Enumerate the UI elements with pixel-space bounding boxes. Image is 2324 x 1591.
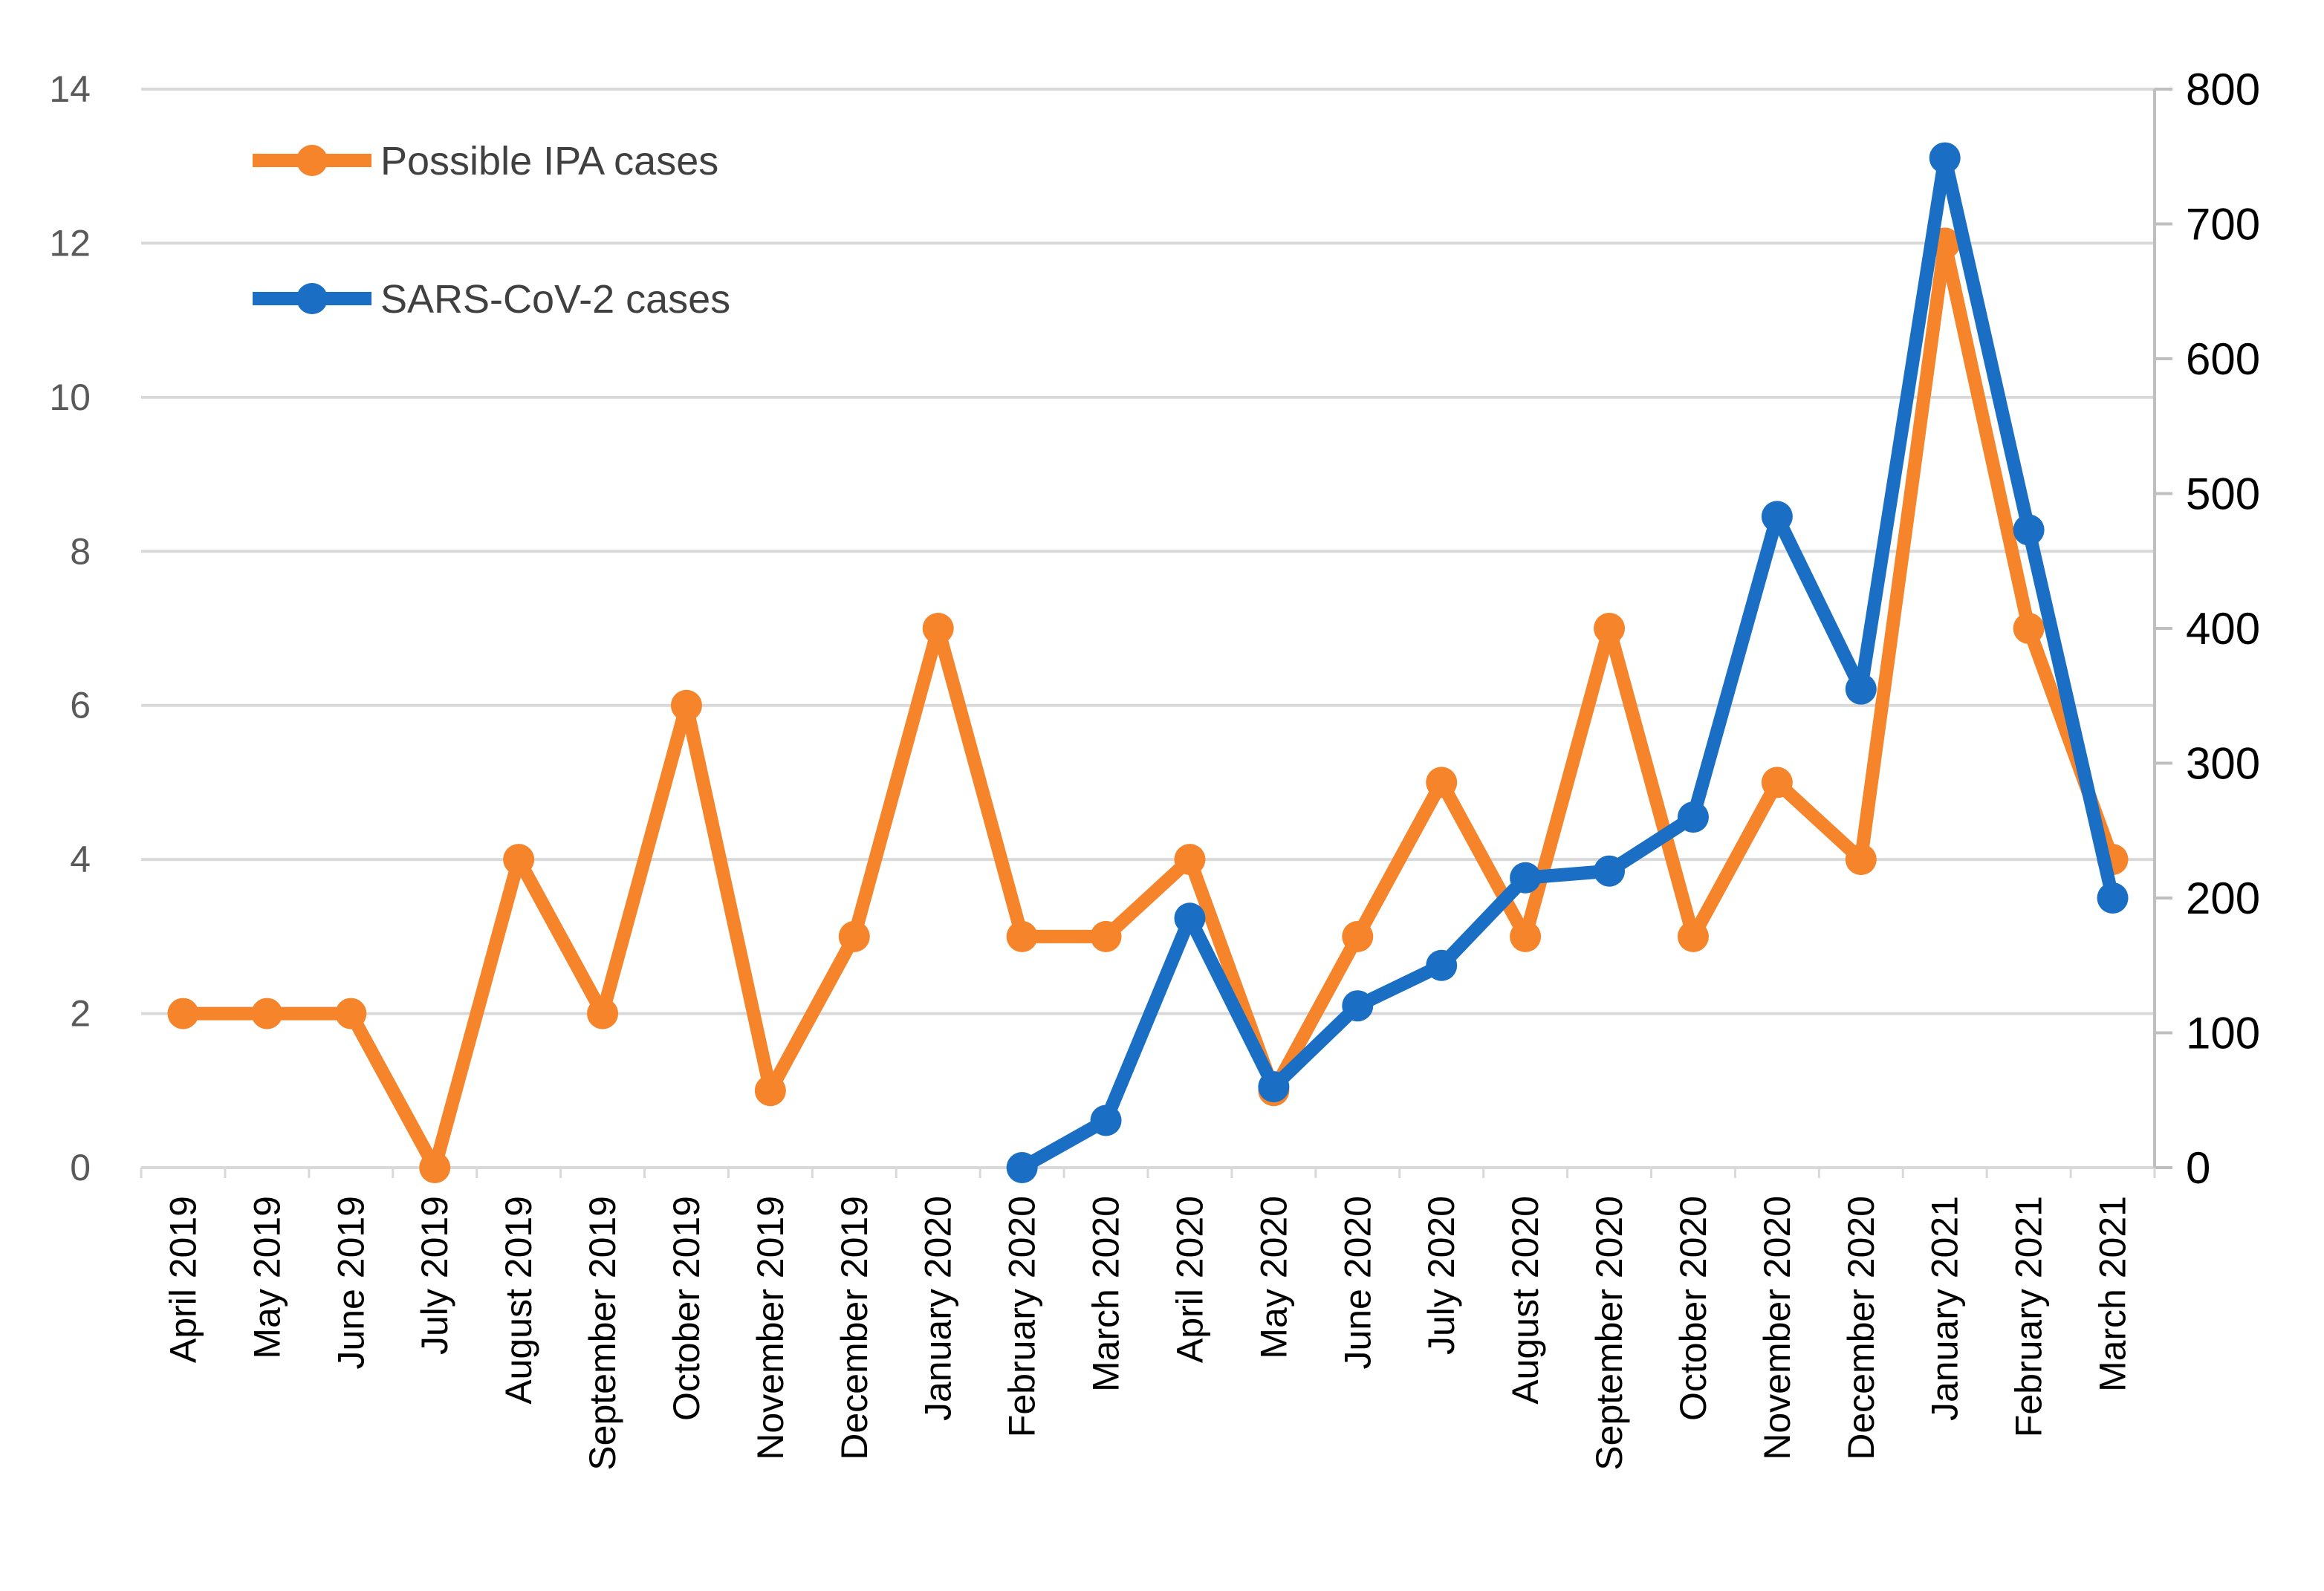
data-point	[1426, 949, 1458, 981]
data-point	[838, 920, 870, 952]
data-point	[2013, 514, 2045, 546]
x-tick-label: July 2020	[1421, 1196, 1462, 1355]
right-tick-label: 300	[2186, 739, 2260, 789]
data-point	[1761, 767, 1793, 798]
left-tick-label: 12	[49, 222, 91, 264]
left-tick-label: 14	[49, 68, 91, 110]
data-point	[754, 1075, 786, 1107]
right-tick-label: 0	[2186, 1143, 2210, 1193]
series-line	[1015, 151, 2120, 1174]
x-tick-label: December 2019	[834, 1196, 875, 1460]
data-point	[1342, 990, 1374, 1022]
x-tick-label: July 2019	[414, 1196, 455, 1355]
x-tick-label: August 2019	[498, 1196, 539, 1405]
right-tick-label: 800	[2186, 65, 2260, 114]
x-tick-label: March 2020	[1085, 1196, 1127, 1392]
data-point	[1090, 920, 1122, 952]
x-tick-label: September 2019	[582, 1196, 623, 1471]
left-tick-label: 6	[70, 685, 91, 726]
x-tick-label: December 2020	[1840, 1196, 1882, 1460]
x-tick-label: October 2019	[666, 1196, 707, 1421]
data-point	[1929, 142, 1961, 174]
right-tick-label: 500	[2186, 469, 2260, 519]
data-point	[1594, 613, 1626, 644]
data-point	[1090, 1104, 1122, 1136]
x-tick-label: January 2021	[1924, 1196, 1966, 1421]
x-tick-label: March 2021	[2092, 1196, 2134, 1392]
data-point	[1594, 855, 1626, 887]
data-point	[1006, 1152, 1038, 1183]
x-tick-label: June 2020	[1337, 1196, 1378, 1370]
data-point	[335, 998, 367, 1029]
x-tick-label: April 2020	[1169, 1196, 1210, 1363]
data-point	[670, 689, 702, 721]
data-point	[1677, 920, 1709, 952]
data-point	[251, 998, 283, 1029]
data-point	[503, 844, 535, 876]
data-point	[1342, 920, 1374, 952]
data-point	[1426, 767, 1458, 798]
left-tick-label: 8	[70, 530, 91, 572]
legend-label: SARS-CoV-2 cases	[380, 277, 730, 322]
x-tick-label: January 2020	[918, 1196, 959, 1421]
x-tick-label: September 2020	[1588, 1196, 1630, 1471]
data-point	[2097, 882, 2129, 914]
right-tick-label: 100	[2186, 1009, 2260, 1058]
data-point	[1510, 920, 1542, 952]
x-tick-label: November 2020	[1756, 1196, 1798, 1460]
data-point	[1006, 920, 1038, 952]
legend: Possible IPA cases SARS-CoV-2 cases	[253, 139, 730, 322]
legend-label: Possible IPA cases	[380, 139, 718, 183]
data-point	[1845, 673, 1877, 705]
data-point	[1761, 501, 1793, 533]
right-tick-label: 700	[2186, 200, 2260, 250]
data-point	[167, 998, 199, 1029]
series	[167, 142, 2129, 1183]
tick-labels: 0 2 4 6 8 10 12 14 0 100 200 300 400 500 600 700 800 Apri…	[49, 65, 2260, 1471]
data-point	[1174, 844, 1206, 876]
right-tick-label: 200	[2186, 873, 2260, 923]
data-point	[419, 1152, 451, 1183]
data-point	[1174, 902, 1206, 934]
data-point	[1258, 1071, 1290, 1103]
axes	[140, 88, 2172, 1178]
x-tick-label: June 2019	[330, 1196, 371, 1370]
series-line	[176, 236, 2120, 1174]
data-point	[1677, 801, 1709, 833]
data-point	[1510, 862, 1542, 894]
x-tick-label: May 2020	[1253, 1196, 1294, 1359]
data-point	[922, 613, 954, 644]
data-point	[587, 998, 619, 1029]
series-sars-cov-2-cases	[1006, 142, 2129, 1183]
x-tick-label: November 2019	[750, 1196, 791, 1460]
right-tick-label: 400	[2186, 604, 2260, 654]
legend-item: SARS-CoV-2 cases	[253, 277, 730, 322]
legend-swatch-marker	[296, 283, 328, 314]
left-tick-label: 0	[70, 1147, 91, 1188]
x-tick-label: October 2020	[1672, 1196, 1714, 1421]
left-tick-label: 2	[70, 993, 91, 1035]
gridlines	[141, 88, 2155, 1015]
legend-swatch-marker	[296, 145, 328, 176]
left-tick-label: 10	[49, 377, 91, 418]
right-tick-label: 600	[2186, 334, 2260, 384]
x-tick-label: February 2021	[2008, 1196, 2050, 1437]
legend-item: Possible IPA cases	[253, 139, 718, 183]
x-tick-label: April 2019	[162, 1196, 204, 1363]
data-point	[2013, 613, 2045, 644]
left-tick-label: 4	[70, 839, 91, 880]
data-point	[1845, 844, 1877, 876]
x-tick-label: August 2020	[1505, 1196, 1546, 1405]
x-tick-label: May 2019	[246, 1196, 288, 1359]
x-tick-label: February 2020	[1002, 1196, 1043, 1437]
